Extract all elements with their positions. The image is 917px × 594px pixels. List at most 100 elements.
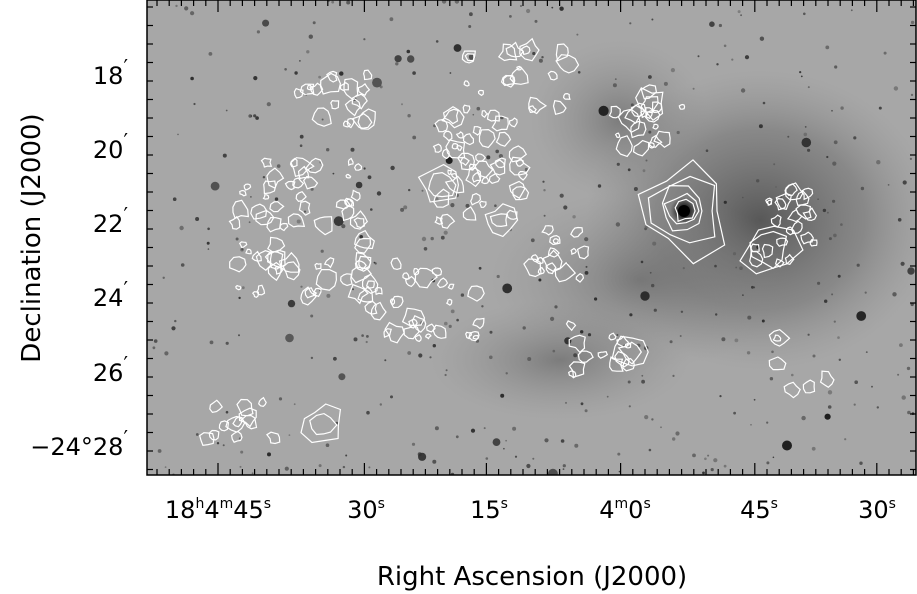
star xyxy=(390,165,395,171)
star xyxy=(390,395,393,399)
contour xyxy=(432,324,447,339)
star xyxy=(303,210,307,213)
contour xyxy=(357,83,371,97)
contour xyxy=(472,317,485,330)
contour xyxy=(515,159,525,167)
contour xyxy=(568,334,586,354)
star xyxy=(368,466,371,469)
star xyxy=(172,197,177,201)
star xyxy=(534,19,538,23)
star xyxy=(811,446,816,451)
star xyxy=(856,263,860,267)
contour xyxy=(384,321,405,344)
contour xyxy=(243,183,252,191)
star xyxy=(299,134,304,139)
star xyxy=(175,4,178,8)
contour xyxy=(314,262,322,270)
star xyxy=(897,373,900,376)
star xyxy=(572,215,576,219)
star xyxy=(421,236,427,242)
star xyxy=(723,200,727,204)
star xyxy=(887,184,890,186)
star xyxy=(543,189,546,192)
star xyxy=(366,335,369,338)
contour xyxy=(542,249,563,273)
star xyxy=(184,6,189,11)
star xyxy=(630,103,634,107)
star xyxy=(238,437,241,440)
star xyxy=(341,224,346,229)
contour xyxy=(471,171,482,183)
star xyxy=(193,102,196,106)
star xyxy=(584,271,589,275)
contour xyxy=(354,163,363,171)
star xyxy=(421,189,424,192)
contour xyxy=(802,379,816,394)
star xyxy=(331,0,335,4)
star xyxy=(522,326,526,330)
star xyxy=(489,330,493,334)
star xyxy=(500,393,505,398)
star xyxy=(844,438,847,441)
contour xyxy=(785,226,794,236)
star xyxy=(326,293,331,298)
star xyxy=(597,184,602,188)
star xyxy=(817,198,819,200)
star xyxy=(651,283,655,288)
contour xyxy=(462,133,474,146)
contour xyxy=(451,142,459,150)
star xyxy=(766,461,770,465)
star xyxy=(840,223,843,226)
contour xyxy=(235,284,242,291)
star xyxy=(350,147,355,152)
contour xyxy=(414,334,422,343)
star xyxy=(465,203,470,208)
star xyxy=(672,374,675,377)
star xyxy=(642,169,646,173)
star xyxy=(771,350,774,354)
star xyxy=(580,330,584,334)
star xyxy=(840,106,844,110)
star xyxy=(296,219,301,224)
star xyxy=(761,319,765,323)
contour xyxy=(568,361,586,378)
contour xyxy=(464,53,475,62)
star xyxy=(893,86,899,91)
star xyxy=(651,18,654,21)
star xyxy=(705,149,709,152)
star xyxy=(838,358,841,361)
contour xyxy=(441,148,450,160)
star xyxy=(434,197,439,202)
contour xyxy=(274,265,284,275)
x-tick-label: 15s xyxy=(470,496,508,524)
contour xyxy=(287,213,306,228)
star xyxy=(565,401,567,404)
star xyxy=(478,266,482,270)
contour xyxy=(232,416,243,428)
contour xyxy=(266,431,281,445)
star xyxy=(782,440,792,451)
star xyxy=(359,235,364,239)
star xyxy=(338,373,346,381)
contour xyxy=(232,199,249,220)
contour xyxy=(341,204,355,222)
star xyxy=(682,267,685,270)
star xyxy=(325,443,330,448)
star xyxy=(514,455,518,458)
star xyxy=(587,333,592,337)
star xyxy=(876,406,879,409)
star xyxy=(207,248,210,250)
star xyxy=(299,144,303,147)
x-tick-label: 30s xyxy=(347,496,385,524)
contour xyxy=(278,251,300,273)
star xyxy=(759,36,765,41)
contour xyxy=(555,43,569,62)
star xyxy=(554,305,558,309)
star xyxy=(732,252,737,256)
contour xyxy=(295,190,307,203)
star xyxy=(731,58,734,61)
star xyxy=(367,175,372,180)
star xyxy=(294,71,298,75)
y-tick-label: −24°28′ xyxy=(30,426,128,461)
star xyxy=(828,237,832,241)
